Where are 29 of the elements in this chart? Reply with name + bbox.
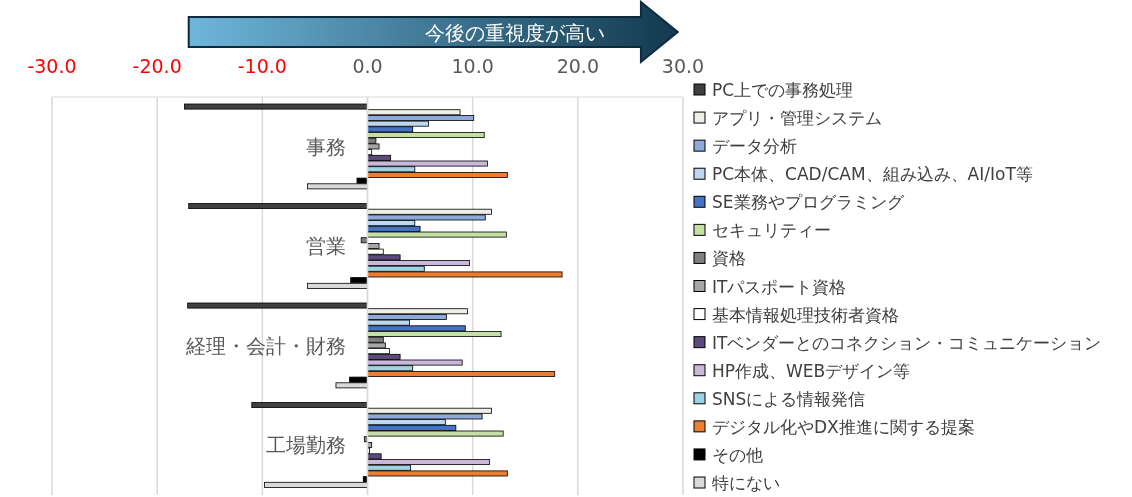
legend-label: ITベンダーとのコネクション・コミュニケーション <box>712 332 1102 353</box>
bar <box>251 402 368 408</box>
bar <box>188 203 368 209</box>
legend-label: アプリ・管理システム <box>712 108 882 129</box>
legend-label: 特にない <box>712 473 780 494</box>
legend-label: 基本情報処理技術者資格 <box>712 304 899 325</box>
x-tick-label: 0.0 <box>352 55 383 77</box>
y-tick-label: 経理・会計・財務 <box>184 333 346 358</box>
legend-label: PC本体、CAD/CAM、組み込み、AI/IoT等 <box>712 164 1033 185</box>
legend-label: SE業務やプログラミング <box>712 192 905 213</box>
x-tick-label: 10.0 <box>451 55 494 77</box>
x-tick-label: -20.0 <box>132 55 182 77</box>
legend-label: その他 <box>712 444 763 465</box>
legend-label: データ分析 <box>712 136 797 157</box>
y-tick-label: 事務 <box>305 134 346 159</box>
legend-label: HP作成、WEBデザイン等 <box>712 360 911 381</box>
x-tick-label: 30.0 <box>661 55 705 77</box>
x-tick-label: 20.0 <box>556 55 599 77</box>
legend-label: 資格 <box>712 248 746 269</box>
x-tick-label: -10.0 <box>237 55 287 77</box>
legend-label: SNSによる情報発信 <box>712 388 866 409</box>
y-tick-label: 営業 <box>305 234 346 259</box>
legend-label: ITパスポート資格 <box>712 276 847 297</box>
text: 今後の重視度が高い <box>424 21 605 45</box>
legend-label: デジタル化やDX推進に関する提案 <box>712 416 975 437</box>
legend-label: PC上での事務処理 <box>712 80 854 100</box>
legend-label: セキュリティー <box>712 220 831 241</box>
y-tick-label: 工場勤務 <box>265 433 346 458</box>
x-tick-label: -30.0 <box>27 55 77 77</box>
